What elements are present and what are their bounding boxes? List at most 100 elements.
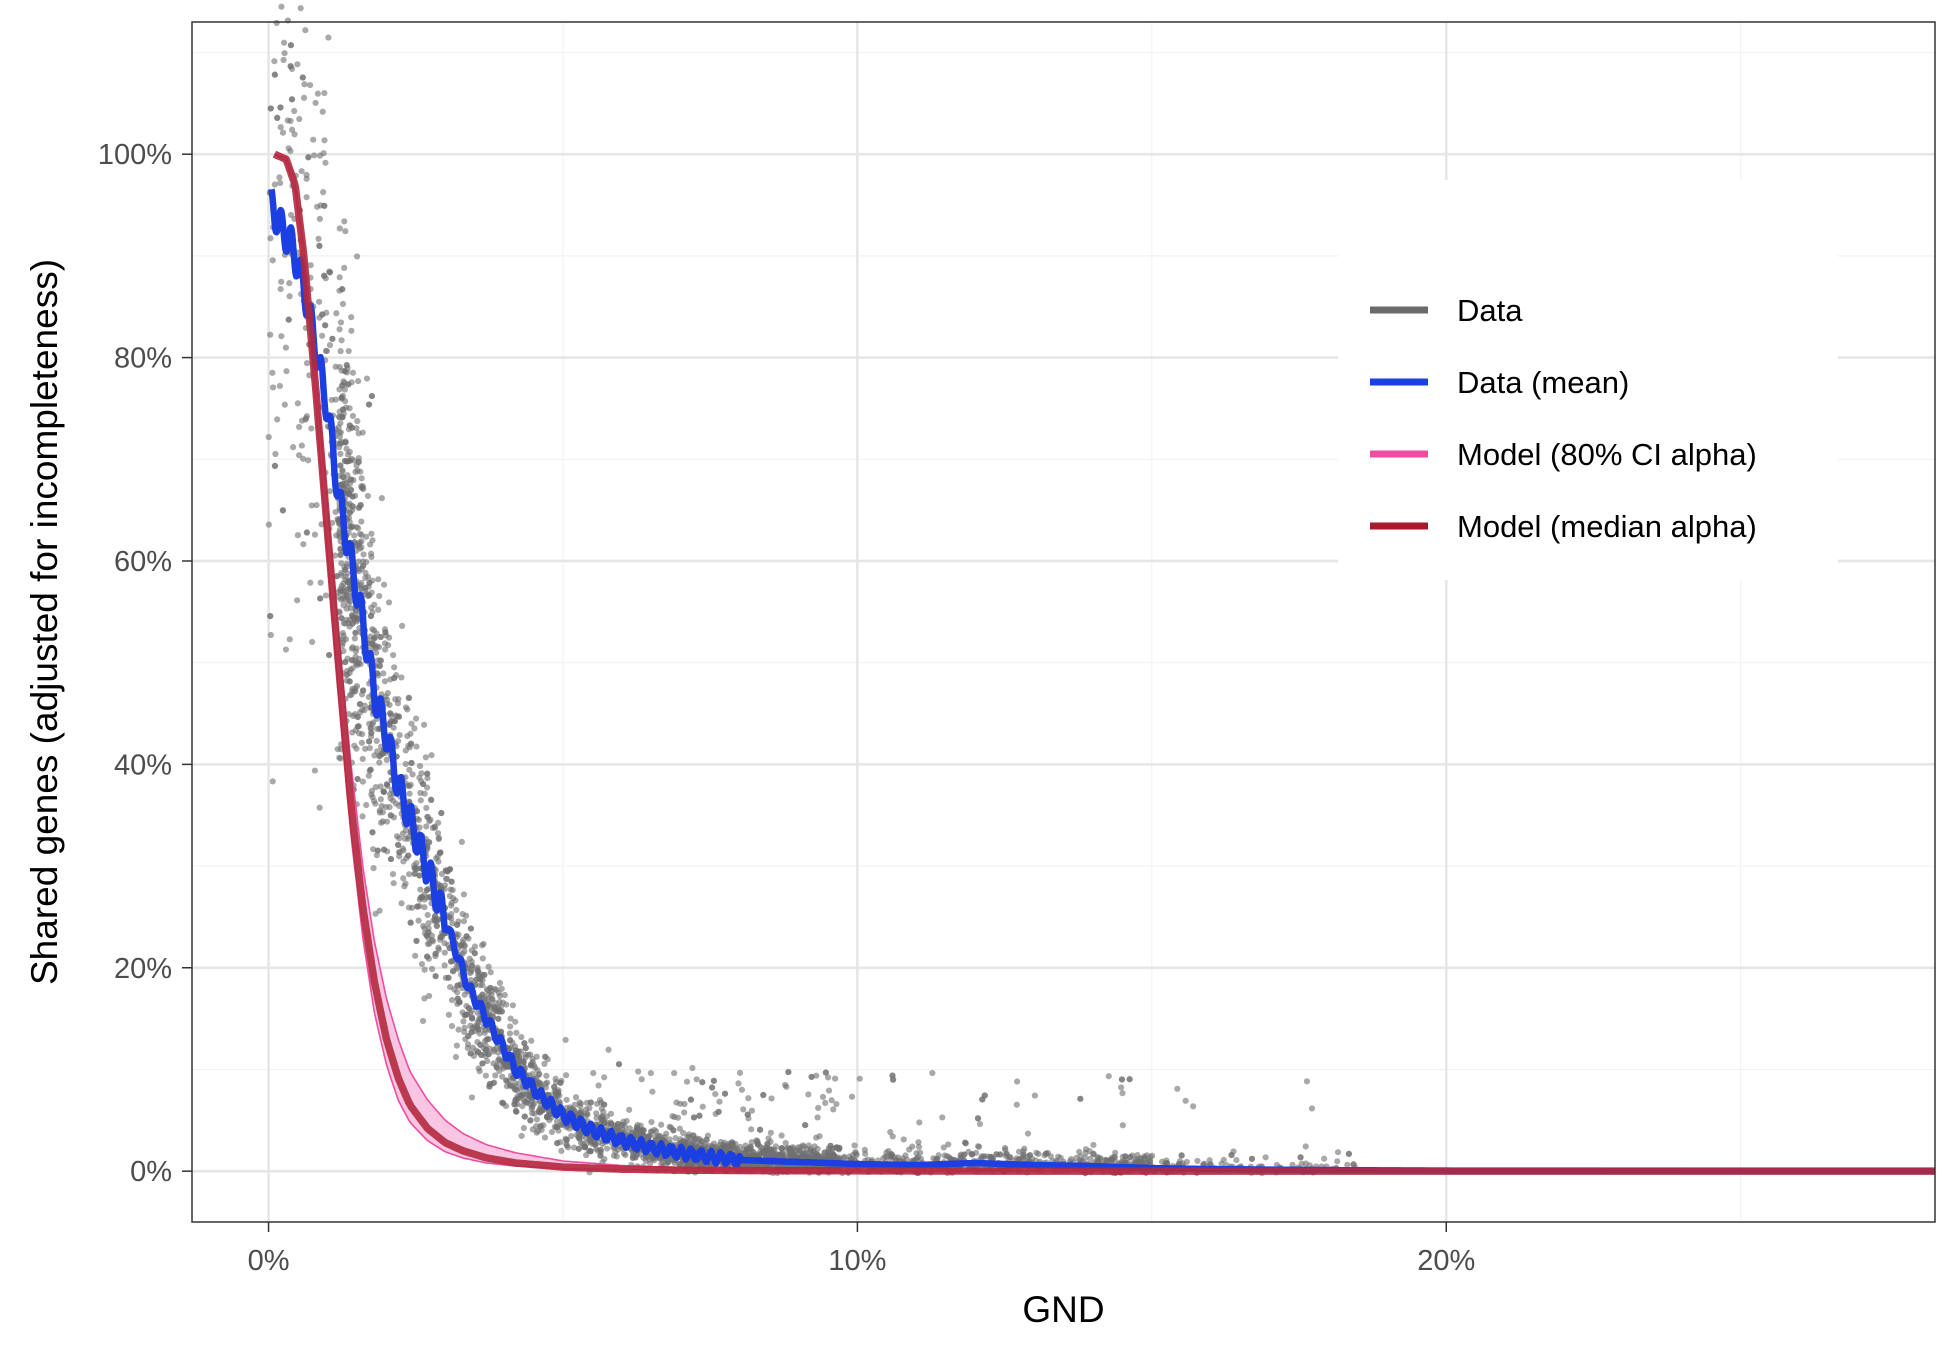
data-point xyxy=(390,880,397,887)
data-point xyxy=(287,117,294,125)
data-point xyxy=(356,530,364,537)
data-point xyxy=(428,797,435,804)
data-point xyxy=(302,27,309,34)
data-point xyxy=(374,847,381,854)
data-point xyxy=(326,651,333,659)
data-point xyxy=(269,257,276,264)
data-point xyxy=(272,450,279,458)
data-point xyxy=(720,1142,727,1149)
data-point xyxy=(1118,1158,1125,1166)
legend-label: Model (median alpha) xyxy=(1457,509,1757,544)
data-point xyxy=(339,300,347,308)
data-point xyxy=(453,906,460,914)
data-point xyxy=(276,382,283,390)
data-point xyxy=(597,1152,604,1159)
data-point xyxy=(311,767,319,774)
data-point xyxy=(421,995,428,1002)
data-point xyxy=(402,760,409,768)
data-point xyxy=(349,369,357,376)
data-point xyxy=(369,640,376,647)
data-point xyxy=(370,865,377,872)
data-point xyxy=(387,812,394,819)
data-point xyxy=(418,960,426,968)
data-point xyxy=(383,756,390,763)
data-point xyxy=(1077,1153,1084,1160)
data-point xyxy=(288,96,296,103)
data-point xyxy=(1233,1157,1240,1164)
data-point xyxy=(527,1117,534,1124)
data-point xyxy=(819,1093,827,1101)
data-point xyxy=(333,310,340,317)
data-point xyxy=(484,1057,491,1065)
data-point xyxy=(811,1143,818,1150)
data-point xyxy=(503,1001,510,1008)
data-point xyxy=(482,1042,489,1049)
data-point xyxy=(435,946,443,953)
data-point xyxy=(297,5,304,12)
data-point xyxy=(278,3,285,10)
data-point xyxy=(287,63,294,70)
data-point xyxy=(340,406,347,413)
data-point xyxy=(1111,1153,1118,1161)
data-point xyxy=(376,593,383,600)
data-point xyxy=(441,882,449,889)
data-point xyxy=(402,704,410,711)
data-point xyxy=(345,711,352,718)
data-point xyxy=(548,1128,556,1136)
data-point xyxy=(1090,1141,1097,1149)
data-point xyxy=(411,865,418,872)
data-point xyxy=(366,579,373,586)
data-point xyxy=(1136,1158,1143,1165)
x-tick-label: 10% xyxy=(828,1245,886,1277)
data-point xyxy=(754,1141,761,1148)
data-point xyxy=(702,1141,709,1148)
data-point xyxy=(736,1069,744,1076)
data-point xyxy=(443,875,451,883)
data-point xyxy=(498,1008,505,1015)
data-point xyxy=(267,613,274,620)
data-point xyxy=(466,955,473,962)
data-point xyxy=(320,150,327,157)
data-point xyxy=(487,984,494,992)
data-point xyxy=(278,333,285,340)
data-point xyxy=(366,738,373,745)
data-point xyxy=(405,694,412,701)
data-point xyxy=(648,1118,655,1126)
data-point xyxy=(459,950,466,957)
data-point xyxy=(387,710,394,717)
data-point xyxy=(265,433,272,441)
data-point xyxy=(282,344,289,351)
data-point xyxy=(400,875,407,882)
data-point xyxy=(748,1139,755,1146)
data-point xyxy=(428,752,435,759)
data-point xyxy=(1262,1154,1269,1161)
data-point xyxy=(503,1077,510,1084)
data-point xyxy=(386,701,393,709)
data-point xyxy=(377,796,384,803)
data-point xyxy=(346,491,353,498)
data-point xyxy=(407,781,414,788)
data-point xyxy=(507,1082,514,1089)
data-point xyxy=(351,532,358,539)
data-point xyxy=(441,949,448,956)
data-point xyxy=(355,458,362,465)
data-point xyxy=(491,1046,498,1053)
data-point xyxy=(359,484,366,491)
data-point xyxy=(829,1145,836,1152)
data-point xyxy=(271,462,279,470)
data-point xyxy=(433,922,440,929)
data-point xyxy=(629,1154,636,1162)
data-point xyxy=(354,467,361,474)
data-point xyxy=(1118,1076,1126,1083)
data-point xyxy=(413,743,420,750)
data-point xyxy=(764,1140,771,1147)
data-point xyxy=(287,42,295,49)
data-point xyxy=(1013,1078,1021,1085)
data-point xyxy=(339,382,346,389)
data-point xyxy=(583,1152,590,1159)
data-point xyxy=(495,1056,502,1064)
data-point xyxy=(1126,1076,1133,1083)
data-point xyxy=(593,1110,600,1117)
data-point xyxy=(1182,1097,1189,1104)
data-point xyxy=(779,1149,786,1157)
